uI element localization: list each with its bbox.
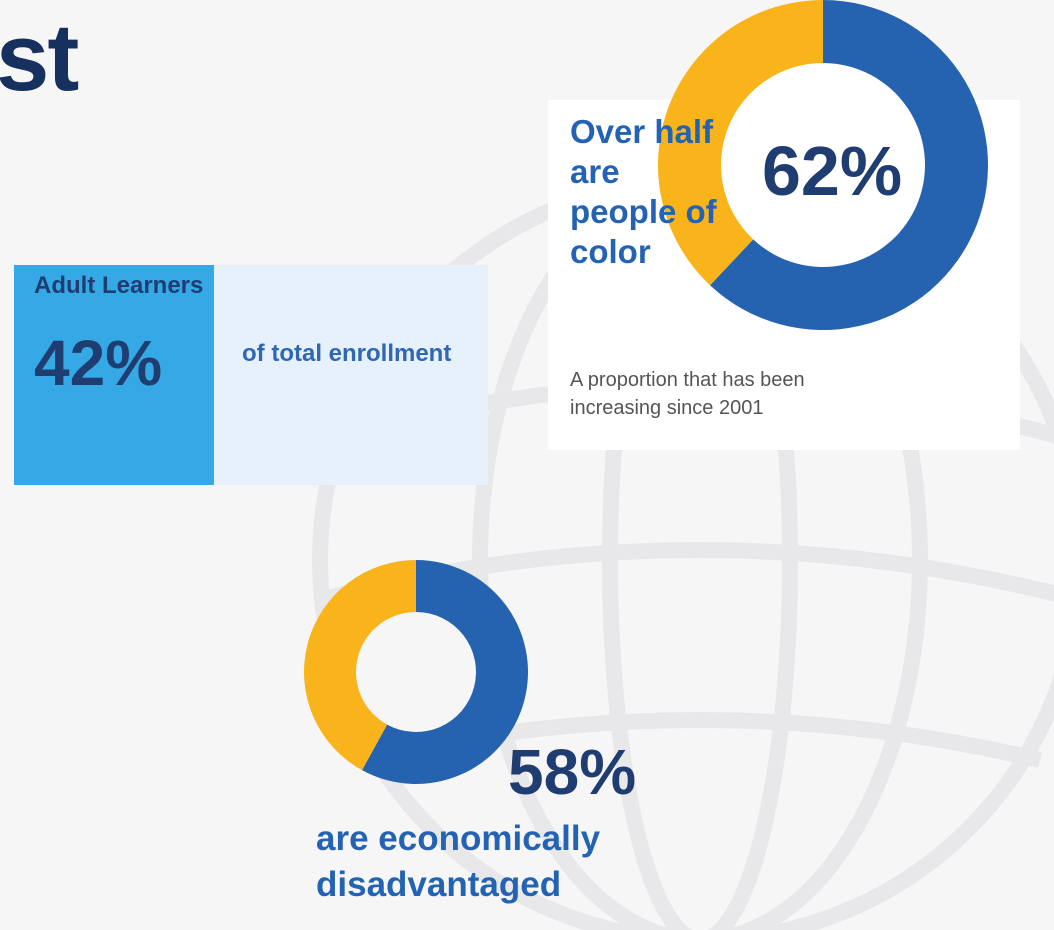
donut-slice-1 bbox=[710, 0, 988, 330]
donut-segments bbox=[304, 560, 528, 784]
people-of-color-card: Over half are people of color 62% A prop… bbox=[548, 0, 1020, 450]
donut-segments bbox=[658, 0, 988, 330]
economically-disadvantaged-donut-chart bbox=[304, 560, 528, 784]
donut-slice-2 bbox=[304, 560, 416, 771]
adult-learners-value: 42% bbox=[34, 327, 163, 399]
people-of-color-value: 62% bbox=[762, 132, 903, 210]
economically-disadvantaged-description: are economically disadvantaged bbox=[316, 819, 601, 904]
people-of-color-heading: Over half are people of color bbox=[570, 113, 717, 270]
adult-learners-description: of total enrollment bbox=[242, 340, 452, 367]
page-title-fragment: st bbox=[0, 4, 79, 111]
adult-learners-stat-panel: Adult Learners 42% bbox=[14, 265, 214, 485]
adult-learners-card: Adult Learners 42% of total enrollment bbox=[14, 265, 488, 485]
donut-slice-2 bbox=[658, 0, 823, 286]
economically-disadvantaged-value: 58% bbox=[508, 736, 637, 808]
people-of-color-donut-chart bbox=[658, 0, 988, 330]
adult-learners-label: Adult Learners bbox=[34, 272, 204, 299]
people-of-color-subtext: A proportion that has been increasing si… bbox=[570, 369, 805, 419]
adult-learners-description-panel: of total enrollment bbox=[214, 265, 488, 485]
donut-slice-1 bbox=[362, 560, 528, 784]
